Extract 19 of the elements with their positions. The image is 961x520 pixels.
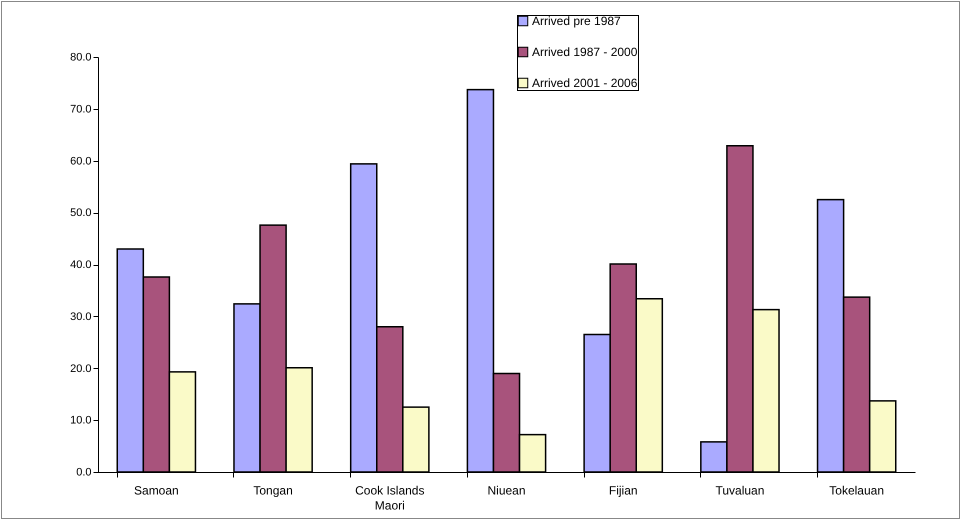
x-tick-label: Cook Islands Maori <box>355 484 424 512</box>
x-tick-label: Niuean <box>487 484 526 498</box>
legend-label: Arrived pre 1987 <box>532 14 622 28</box>
y-tick-label: 60.0 <box>70 155 92 168</box>
legend-label: Arrived 2001 - 2006 <box>532 76 638 90</box>
y-tick-label: 30.0 <box>70 310 92 323</box>
y-tick-label: 70.0 <box>70 103 92 116</box>
legend-label: Arrived 1987 - 2000 <box>532 45 638 59</box>
y-tick-label: 10.0 <box>70 414 92 427</box>
y-tick-label: 0.0 <box>76 466 92 478</box>
x-tick-label: Fijian <box>608 484 638 498</box>
y-tick-label: 40.0 <box>70 259 92 271</box>
x-tick-label: Tongan <box>253 484 293 498</box>
y-tick-label: 50.0 <box>70 207 92 220</box>
x-tick-label: Tokelauan <box>829 484 884 498</box>
y-tick-label: 80.0 <box>70 52 92 64</box>
y-tick-label: 20.0 <box>70 362 92 375</box>
x-tick-label: Tuvaluan <box>715 484 764 498</box>
x-tick-label: Samoan <box>134 484 179 498</box>
